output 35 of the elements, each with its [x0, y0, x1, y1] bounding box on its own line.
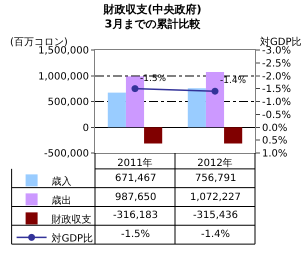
bar: [224, 127, 242, 144]
legend-label: 財政収支: [52, 213, 92, 226]
data-label: -1.5%: [121, 229, 150, 240]
y2-tick-label: -1.0%: [262, 97, 292, 108]
text: -1.5%: [140, 74, 166, 84]
y2-tick-label: -2.5%: [262, 58, 292, 70]
data-label: 671,467: [115, 173, 156, 184]
y2-tick-label: -1.5%: [262, 84, 292, 96]
y2-tick-label: 0.0%: [262, 122, 288, 134]
data-label: 1,072,227: [190, 192, 241, 203]
data-label: -315,436: [193, 210, 238, 221]
data-label: 756,791: [195, 173, 236, 184]
y-tick-label: 1,500,000: [38, 46, 89, 56]
data-label: 987,650: [115, 192, 156, 203]
y2-tick-label: 0.5%: [262, 136, 288, 147]
legend-label: 歳入: [52, 175, 72, 188]
y-tick-label: -500,000: [44, 148, 89, 160]
y2-tick-label: 1.0%: [262, 148, 288, 160]
x-tick-label: 2011年: [117, 157, 153, 169]
y2-tick-label: -0.5%: [262, 110, 292, 121]
data-label: -1.4%: [201, 229, 230, 240]
bar: [144, 127, 162, 144]
legend-label: 歳出: [52, 194, 72, 206]
x-tick-label: 2012年: [197, 157, 233, 169]
bar: [108, 92, 126, 128]
y-tick-label: 0: [82, 122, 89, 134]
y-tick-label: 500,000: [48, 97, 89, 108]
y2-tick-label: -2.0%: [262, 71, 292, 82]
chart-title: 財政収支(中央政府) 3月までの累計比較: [102, 3, 202, 30]
bar: [188, 88, 206, 128]
y2-tick-label: -3.0%: [262, 46, 292, 56]
legend-label: 対GDP比: [52, 232, 94, 244]
y-tick-label: 1,000,000: [38, 71, 89, 82]
text: -1.4%: [220, 76, 246, 86]
data-label: -316,183: [113, 210, 158, 221]
